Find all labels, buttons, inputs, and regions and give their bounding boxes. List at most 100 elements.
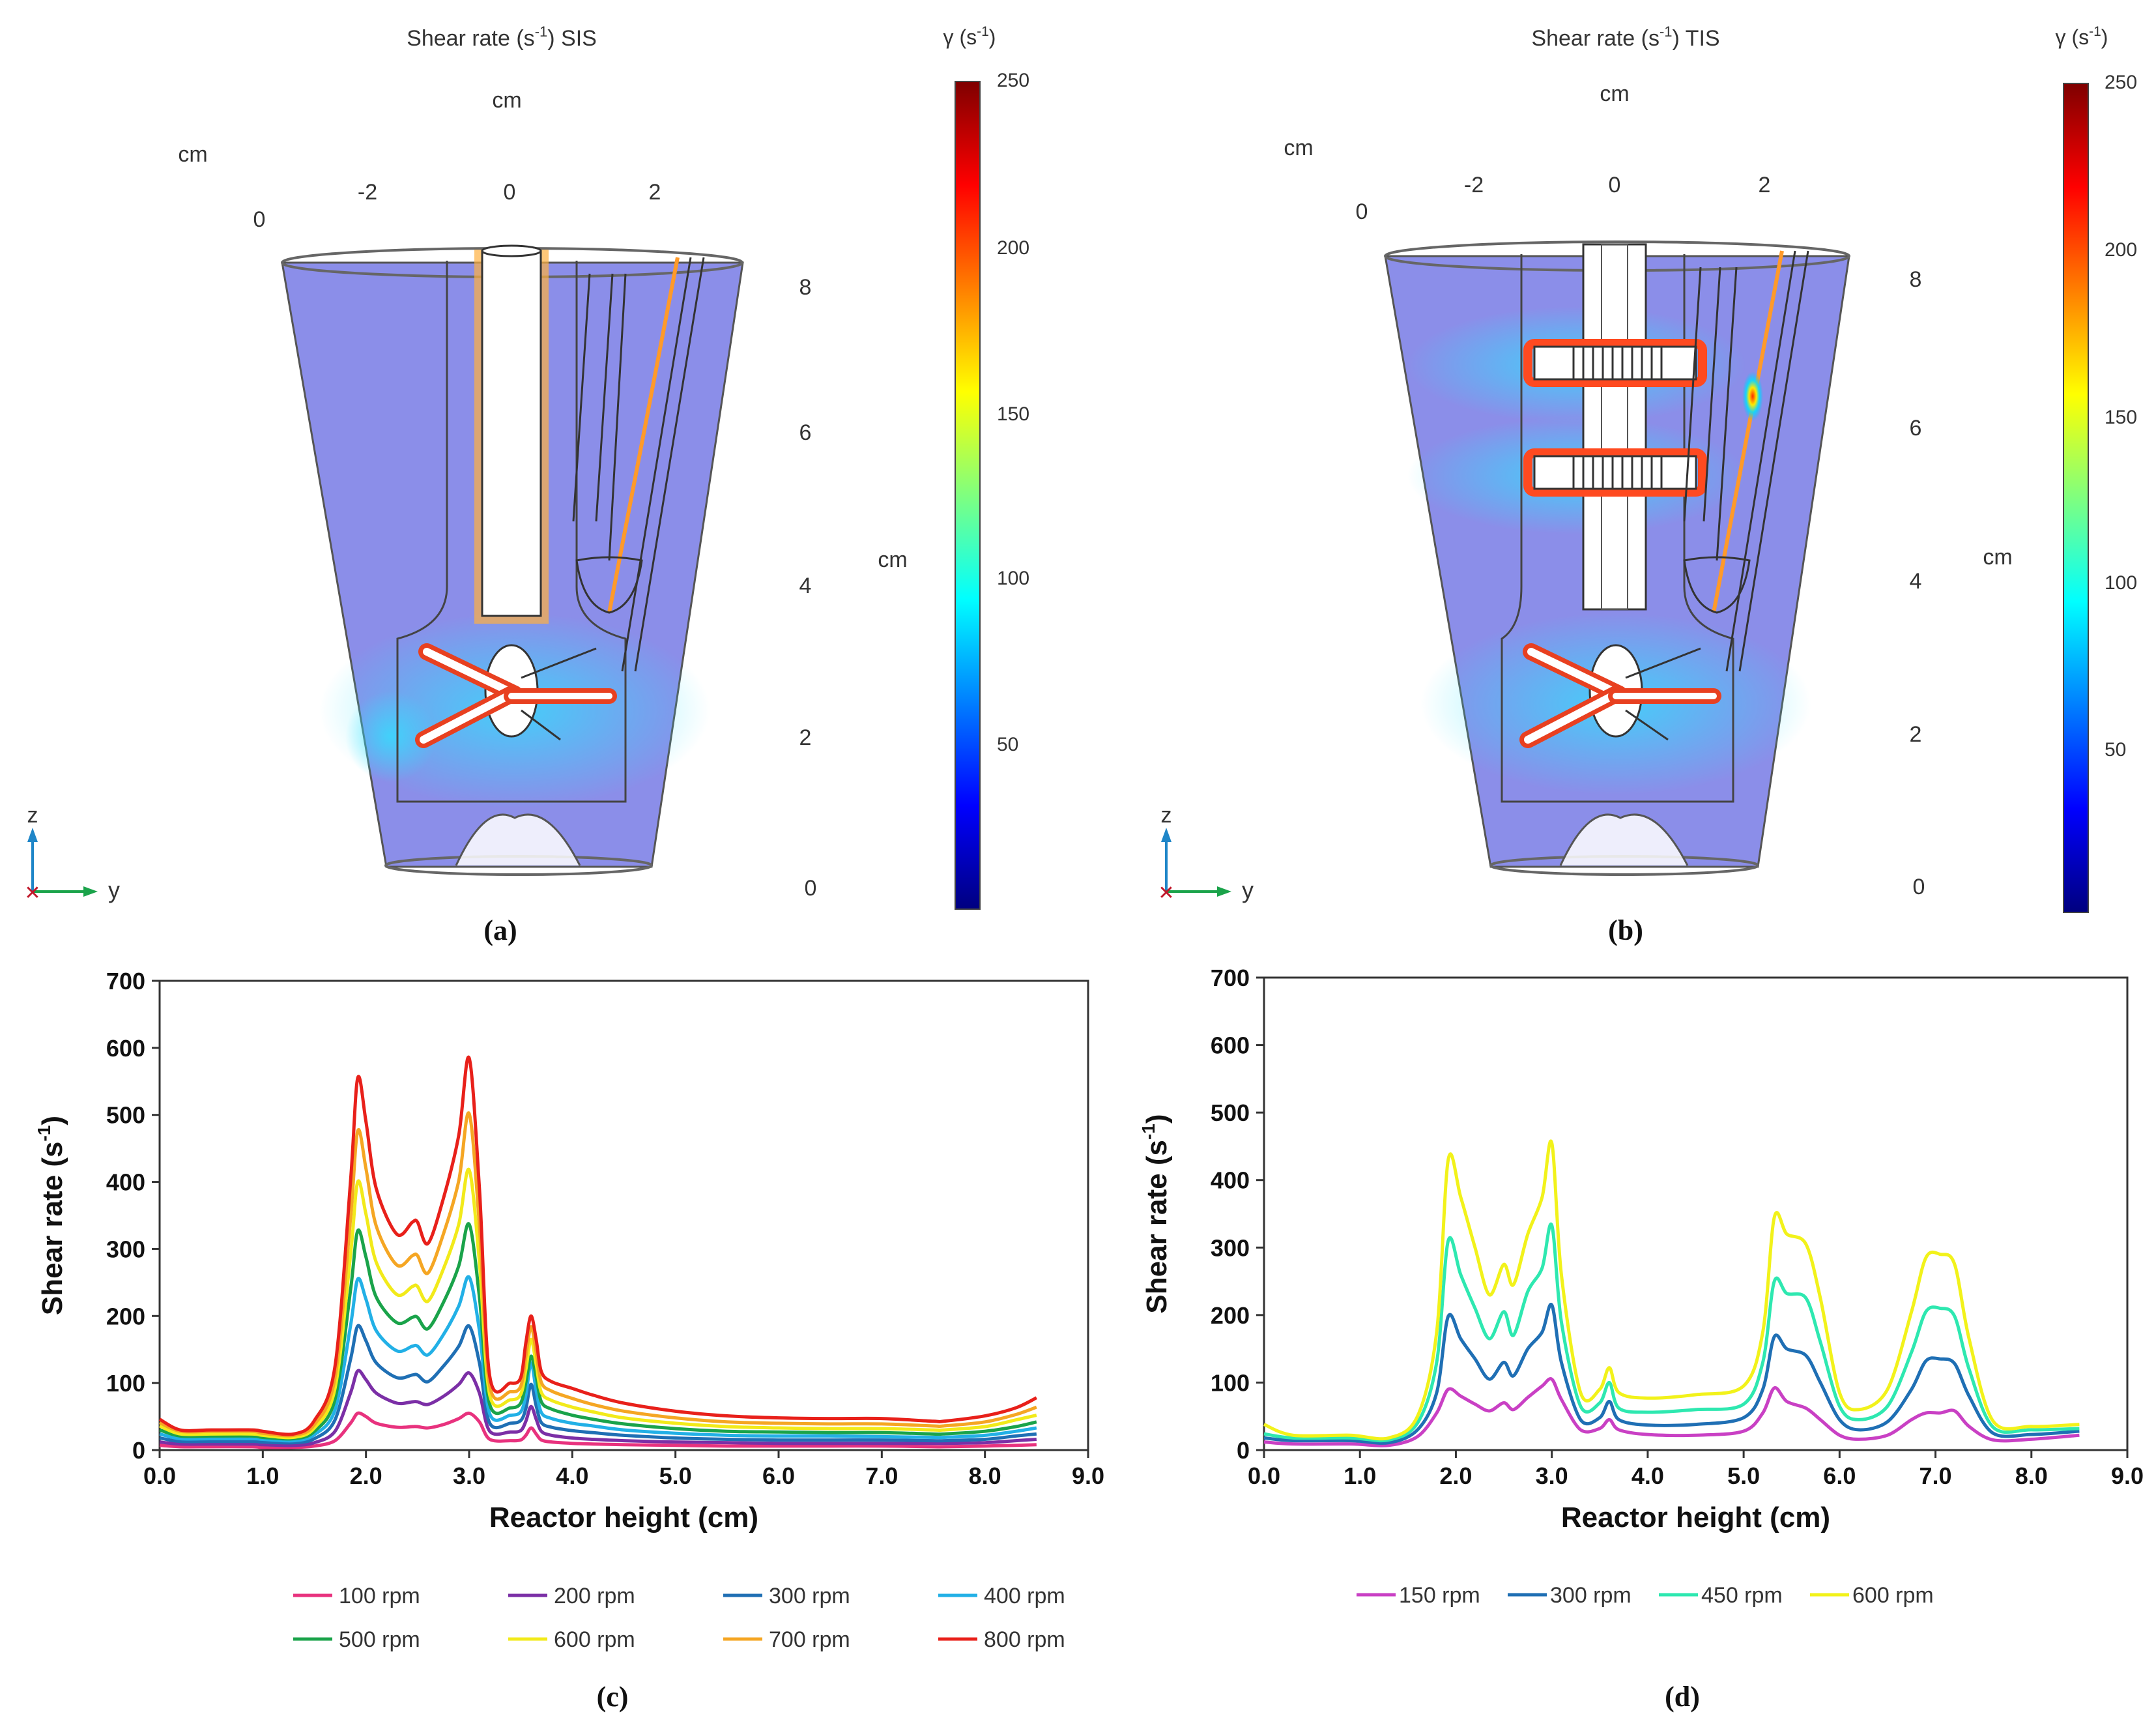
x-tick-label: 2.0: [1439, 1462, 1472, 1489]
shaft-b: [1582, 243, 1647, 611]
probe-2-a: [608, 273, 627, 561]
y-tick-label: 700: [1211, 965, 1250, 991]
panel-a: Shear rate (s-1) SIS cm cm 0 -2 0 2: [24, 23, 1029, 946]
shaft-top-a: [481, 244, 542, 257]
x-tick-label: 0.0: [143, 1462, 176, 1489]
panel-b-z-tick-0: 0: [1913, 875, 1925, 899]
probe-4-b: [1725, 250, 1796, 672]
panel-b-unit-top: cm: [1600, 81, 1629, 106]
panel-b-y-tick-m2: -2: [1464, 173, 1484, 197]
panel-a-unit-left: cm: [178, 142, 207, 167]
triad-y-label-a: y: [108, 877, 120, 903]
x-tick-label: 4.0: [1631, 1462, 1664, 1489]
legend-label: 150 rpm: [1399, 1583, 1480, 1608]
probe-1-b: [1683, 267, 1702, 522]
series-line-700-rpm: [158, 1111, 1037, 1438]
probe-1b-a: [595, 273, 614, 522]
series-line-100-rpm: [159, 1411, 1037, 1449]
panel-b-y-tick-2: 2: [1759, 173, 1771, 197]
blade-4-b: [1625, 647, 1701, 741]
probe-hotspot-b: [1742, 371, 1763, 421]
colorbar-b-tick-150: 150: [2105, 407, 2137, 428]
colorbar-label-a: γ (s-1): [943, 24, 996, 49]
x-tick-label: 9.0: [1072, 1462, 1104, 1489]
panel-a-unit-right: cm: [878, 547, 907, 572]
vessel-bottom-dome-a: [455, 813, 581, 866]
series-line-600-rpm: [1263, 1139, 2080, 1441]
triad-x-mark-a: ✕: [24, 882, 40, 904]
legend-label: 800 rpm: [984, 1627, 1065, 1652]
colorbar-b: [2063, 83, 2089, 913]
panel-b-caption: (b): [1608, 914, 1643, 946]
draft-region-a: [396, 261, 627, 803]
y-tick-label: 500: [1211, 1099, 1250, 1126]
x-tick-label: 5.0: [659, 1462, 692, 1489]
series-line-800-rpm: [158, 1055, 1037, 1436]
series-line-150-rpm: [1263, 1377, 2080, 1447]
plot-frame: [158, 980, 1089, 1451]
y-tick-label: 200: [1211, 1302, 1250, 1329]
y-tick-label: 100: [106, 1370, 145, 1397]
colorbar-b-tick-100: 100: [2105, 572, 2137, 594]
x-tick-label: 1.0: [1344, 1462, 1376, 1489]
triad-z-label-a: z: [27, 803, 38, 828]
y-tick-label: 0: [132, 1437, 145, 1464]
rushton-upper-glow-b: [1523, 339, 1707, 387]
chart-d: 0 100 200 300 400 500 600 700 0.0 1.0 2.0 3.0 4.0 5.0…: [1138, 965, 2144, 1608]
x-tick-label: 3.0: [1536, 1462, 1568, 1489]
colorbar-a-tick-250: 250: [997, 70, 1029, 91]
legend-label: 700 rpm: [769, 1627, 850, 1652]
panel-a-caption: (a): [483, 914, 517, 946]
y-tick-label: 100: [1211, 1369, 1250, 1396]
colorbar-b-tick-200: 200: [2105, 239, 2137, 261]
y-tick-label: 400: [106, 1169, 145, 1196]
legend-label: 200 rpm: [554, 1584, 635, 1608]
rushton-upper-b: [1533, 345, 1697, 381]
blade-2-core-b: [1524, 690, 1620, 744]
vessel-bottom-dome-b: [1559, 813, 1689, 866]
rushton-lower-b: [1533, 455, 1697, 490]
probe-1b-b: [1703, 267, 1721, 522]
panel-b-z-tick-4: 4: [1910, 569, 1922, 594]
y-tick-label: 300: [1211, 1234, 1250, 1261]
blade-4-a: [521, 647, 597, 741]
legend-label: 600 rpm: [554, 1627, 635, 1652]
panel-a-z-tick-0: 0: [805, 876, 817, 901]
blade-1-core-b: [1527, 648, 1623, 698]
probe-4-a: [621, 257, 692, 672]
probe-2-b: [1716, 267, 1738, 561]
x-tick-label: 1.0: [246, 1462, 279, 1489]
axis-triad-b: z y ✕: [1158, 803, 1254, 904]
legend-label: 400 rpm: [984, 1584, 1065, 1608]
x-axis-label: Reactor height (cm): [489, 1502, 758, 1533]
shaft-inner-b: [1601, 244, 1628, 610]
triad-y-label-b: y: [1242, 877, 1254, 903]
y-tick-label: 600: [1211, 1032, 1250, 1059]
triad-x-mark-b: ✕: [1158, 882, 1174, 904]
x-tick-label: 7.0: [865, 1462, 898, 1489]
reactor-b: [1384, 240, 1850, 876]
panel-a-z-tick-8: 8: [799, 275, 812, 300]
panel-a-y-tick-0: 0: [504, 180, 516, 205]
x-tick-label: 2.0: [350, 1462, 382, 1489]
y-tick-label: 400: [1211, 1167, 1250, 1194]
colorbar-b-tick-50: 50: [2105, 739, 2126, 761]
panel-a-unit-top: cm: [492, 88, 521, 113]
blade-1-core-a: [423, 648, 519, 698]
colorbar-a-tick-50: 50: [997, 734, 1018, 755]
shaft-a: [481, 250, 542, 617]
panel-b-z-tick-2: 2: [1910, 722, 1922, 747]
colorbar-b-tick-250: 250: [2105, 72, 2137, 93]
series-line-400-rpm: [159, 1275, 1037, 1443]
rushton-lower-glow-b: [1523, 448, 1707, 497]
probe-3-a: [607, 257, 680, 613]
colorbar-a-tick-200: 200: [997, 237, 1029, 259]
draft-region-b: [1501, 254, 1734, 803]
panel-a-z-tick-2: 2: [799, 725, 812, 750]
panel-b-z-tick-6: 6: [1910, 416, 1922, 441]
probe-1-a: [572, 273, 591, 522]
panel-b: Shear rate (s-1) TIS cm cm 0 -2 0 2: [1158, 23, 2137, 946]
legend-label: 450 rpm: [1701, 1583, 1783, 1608]
panel-a-y-tick-2: 2: [649, 180, 661, 205]
